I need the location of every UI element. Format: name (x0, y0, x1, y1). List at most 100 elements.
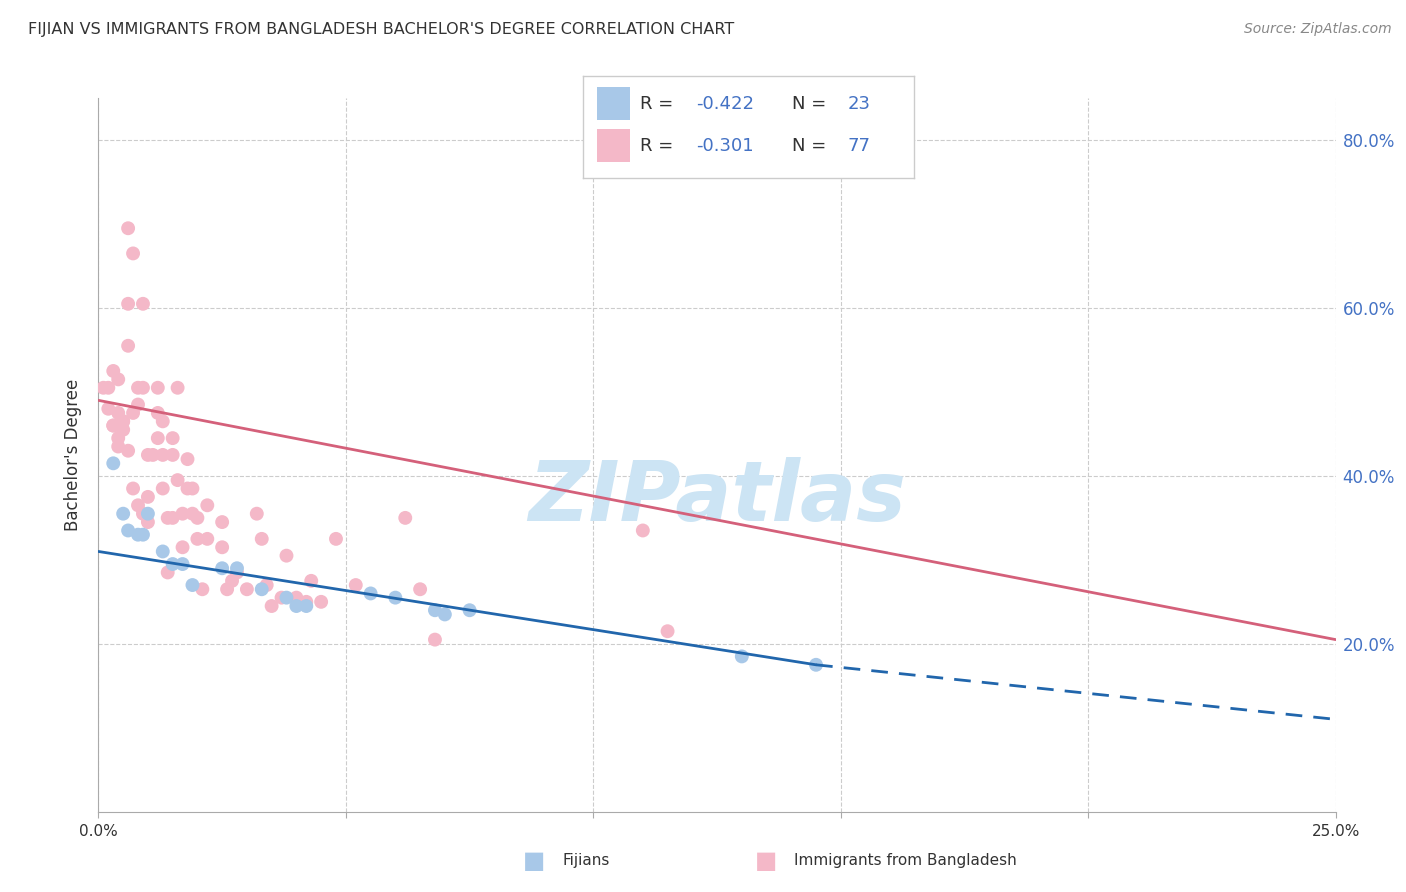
Point (156, 511, 179, 525)
Point (191, 582, 214, 597)
Point (132, 507, 155, 521)
Point (166, 381, 188, 395)
Text: ■: ■ (523, 849, 546, 872)
Point (276, 591, 298, 605)
Point (295, 595, 318, 609)
Point (731, 649, 754, 664)
Point (186, 532, 208, 546)
Point (122, 406, 145, 420)
Point (256, 578, 278, 592)
Point (156, 566, 179, 580)
Point (260, 599, 283, 613)
Point (409, 582, 432, 597)
Point (166, 473, 188, 487)
Point (127, 498, 149, 512)
Point (246, 507, 269, 521)
Point (97, 401, 120, 416)
Point (176, 452, 198, 467)
Point (270, 591, 292, 605)
Point (146, 406, 169, 420)
Y-axis label: Bachelor's Degree: Bachelor's Degree (65, 379, 83, 531)
Text: R =: R = (640, 95, 679, 112)
Point (146, 381, 169, 395)
Point (136, 515, 159, 529)
Point (136, 490, 159, 504)
Point (162, 448, 184, 462)
Point (142, 448, 165, 462)
Point (103, 418, 125, 433)
Point (360, 586, 382, 600)
Point (152, 482, 174, 496)
Point (195, 532, 218, 546)
Point (299, 574, 322, 588)
FancyBboxPatch shape (596, 87, 630, 120)
Point (152, 448, 174, 462)
Point (181, 482, 204, 496)
Point (136, 448, 159, 462)
Point (181, 578, 204, 592)
Point (107, 372, 129, 386)
Point (107, 440, 129, 454)
Point (103, 418, 125, 433)
Point (103, 456, 125, 470)
Point (162, 557, 184, 571)
Point (211, 541, 233, 555)
Point (423, 632, 446, 647)
Point (295, 599, 318, 613)
Point (211, 515, 233, 529)
Point (394, 511, 416, 525)
Point (122, 482, 145, 496)
Point (433, 607, 456, 622)
Text: Immigrants from Bangladesh: Immigrants from Bangladesh (794, 854, 1017, 868)
Text: ZIPatlas: ZIPatlas (529, 458, 905, 538)
Point (117, 524, 139, 538)
Point (112, 414, 135, 428)
Point (211, 561, 233, 575)
Text: N =: N = (792, 136, 831, 154)
Point (103, 364, 125, 378)
Point (384, 591, 406, 605)
Text: 23: 23 (848, 95, 870, 112)
Point (146, 431, 169, 445)
Text: -0.301: -0.301 (696, 136, 754, 154)
Point (162, 431, 184, 445)
Text: -0.422: -0.422 (696, 95, 754, 112)
Point (172, 541, 194, 555)
Point (221, 574, 243, 588)
Text: N =: N = (792, 95, 831, 112)
Point (112, 414, 135, 428)
Point (250, 582, 273, 597)
Point (152, 544, 174, 558)
Text: 77: 77 (848, 136, 870, 154)
Point (136, 507, 159, 521)
Text: Fijians: Fijians (562, 854, 610, 868)
Point (276, 549, 298, 563)
Text: R =: R = (640, 136, 679, 154)
Point (117, 221, 139, 235)
Point (117, 443, 139, 458)
Point (117, 297, 139, 311)
Point (172, 557, 194, 571)
Point (152, 414, 174, 428)
Point (127, 381, 149, 395)
Point (236, 582, 259, 597)
Point (127, 398, 149, 412)
Point (250, 532, 273, 546)
Point (132, 381, 155, 395)
Point (804, 657, 827, 672)
Point (132, 527, 155, 541)
Point (127, 527, 149, 541)
Point (172, 507, 194, 521)
Point (285, 599, 308, 613)
Point (117, 339, 139, 353)
Point (181, 507, 204, 521)
Point (217, 582, 239, 597)
Point (195, 498, 218, 512)
Point (344, 578, 367, 592)
Text: ■: ■ (755, 849, 778, 872)
Text: Source: ZipAtlas.com: Source: ZipAtlas.com (1244, 22, 1392, 37)
Point (132, 297, 155, 311)
FancyBboxPatch shape (596, 129, 630, 162)
Point (285, 591, 308, 605)
Point (226, 561, 249, 575)
